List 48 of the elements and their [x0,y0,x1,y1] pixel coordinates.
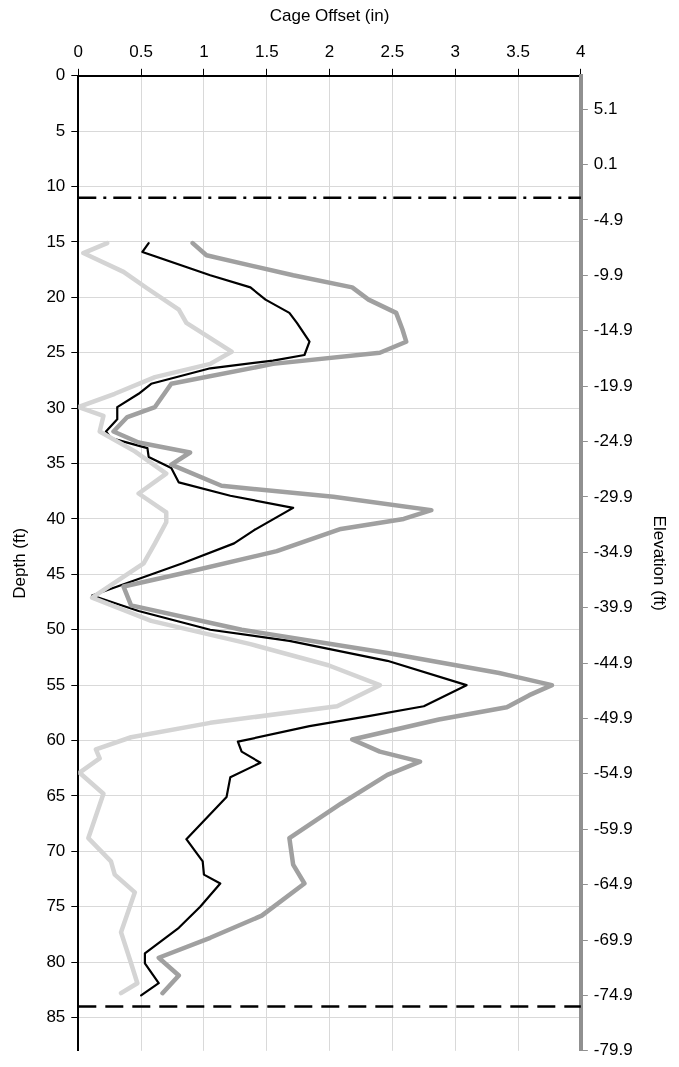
y-tick-label: 80 [46,951,66,971]
y2-tick-label: -54.9 [593,763,633,783]
y-tick-label: 75 [46,896,66,916]
y2-tick-label: -14.9 [593,320,633,340]
y2-tick-label: -19.9 [593,375,633,395]
x-tick-label: 3 [450,42,460,62]
y2-tick-label: -34.9 [593,541,633,561]
y-tick-label: 85 [46,1007,66,1027]
y-axis-title: Depth (ft) [9,527,29,599]
y2-axis-title: Elevation (ft) [650,515,670,612]
y-tick-label: 30 [46,397,66,417]
y2-tick-label: -69.9 [593,929,633,949]
x-tick-label: 1.5 [254,42,279,62]
y-tick-label: 60 [46,730,66,750]
x-tick-label: 3.5 [506,42,530,62]
y-tick-label: 50 [46,619,66,639]
x-tick-label: 1 [199,42,209,62]
y2-tick-label: -79.9 [593,1040,633,1060]
y-tick-label: 15 [46,231,66,251]
y2-tick-label: -24.9 [593,431,633,451]
x-tick-label: 0.5 [129,42,153,62]
x-tick-label: 2.5 [380,42,405,62]
x-tick-label: 0 [73,42,84,62]
y2-tick-label: -49.9 [593,708,633,728]
x-tick-label: 2 [324,42,335,62]
y-tick-label: 25 [46,342,66,362]
y2-tick-label: -64.9 [593,874,633,894]
y-tick-label: 0 [55,65,66,85]
y2-tick-label: -44.9 [593,652,633,672]
x-axis-title: Cage Offset (in) [269,5,390,25]
x-tick-label: 4 [576,42,586,62]
y2-tick-label: 5.1 [593,98,618,118]
y2-tick-label: -59.9 [593,818,633,838]
y2-tick-label: -39.9 [593,597,633,617]
y2-tick-label: -29.9 [593,486,633,506]
y-tick-label: 55 [46,674,66,694]
y-tick-label: 10 [46,176,66,196]
y2-tick-label: -74.9 [593,985,633,1005]
y-tick-label: 35 [46,453,66,473]
y-tick-label: 40 [46,508,66,528]
y2-tick-label: 0.1 [593,154,618,174]
y2-tick-label: -4.9 [593,209,624,229]
y-tick-label: 5 [55,120,66,140]
y-tick-label: 45 [46,564,66,584]
y-tick-label: 70 [46,841,66,861]
y-tick-label: 20 [46,287,66,307]
y2-tick-label: -9.9 [593,264,624,284]
y-tick-label: 65 [46,785,66,805]
